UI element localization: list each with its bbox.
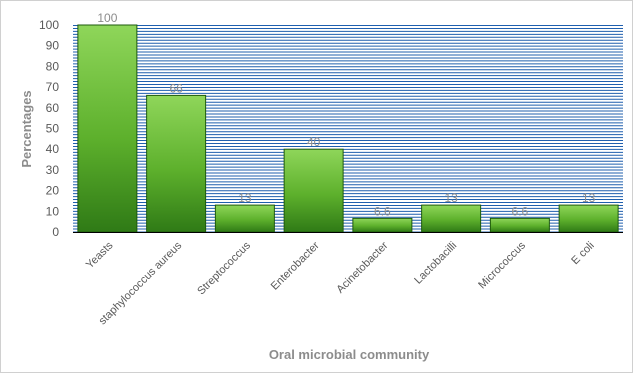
bar: [146, 94, 207, 233]
y-tick-label: 50: [46, 122, 60, 136]
bar: [558, 204, 619, 233]
data-labels: 100 66 13 40 6.6 13 6.6 13: [97, 11, 595, 218]
y-tick-label: 0: [52, 225, 59, 239]
data-label: 13: [238, 191, 252, 205]
bars: [77, 24, 619, 233]
y-tick-labels: 0 10 20 30 40 50 60 70 80 90 100: [39, 18, 59, 239]
data-label: 40: [307, 135, 321, 149]
y-tick-label: 80: [46, 59, 60, 73]
bar: [352, 217, 413, 233]
data-label: 66: [169, 81, 183, 95]
x-axis-title: Oral microbial community: [269, 347, 430, 362]
y-tick-label: 20: [46, 184, 60, 198]
y-axis-title: Percentages: [19, 90, 34, 167]
y-tick-label: 60: [46, 101, 60, 115]
bar: [214, 204, 275, 233]
category-label: Yeasts: [84, 239, 116, 271]
y-tick-label: 90: [46, 39, 60, 53]
y-tick-label: 70: [46, 80, 60, 94]
bar: [283, 148, 344, 233]
category-label: Acinetobacter: [334, 239, 390, 295]
bar: [489, 217, 550, 233]
y-tick-label: 10: [46, 204, 60, 218]
y-tick-label: 30: [46, 163, 60, 177]
data-label: 6.6: [374, 204, 391, 218]
y-tick-label: 100: [39, 18, 59, 32]
data-label: 6.6: [512, 204, 529, 218]
category-label: E coli: [569, 240, 597, 268]
category-label: Enterobacter: [269, 239, 322, 292]
data-label: 13: [444, 191, 458, 205]
y-tick-label: 40: [46, 142, 60, 156]
category-label: Lactobacilli: [412, 240, 459, 287]
bar: [77, 24, 138, 233]
category-label: Micrococcus: [476, 239, 528, 291]
bar: [421, 204, 482, 233]
category-label: Streptococcus: [195, 239, 253, 297]
data-label: 100: [97, 11, 117, 25]
data-label: 13: [582, 191, 596, 205]
